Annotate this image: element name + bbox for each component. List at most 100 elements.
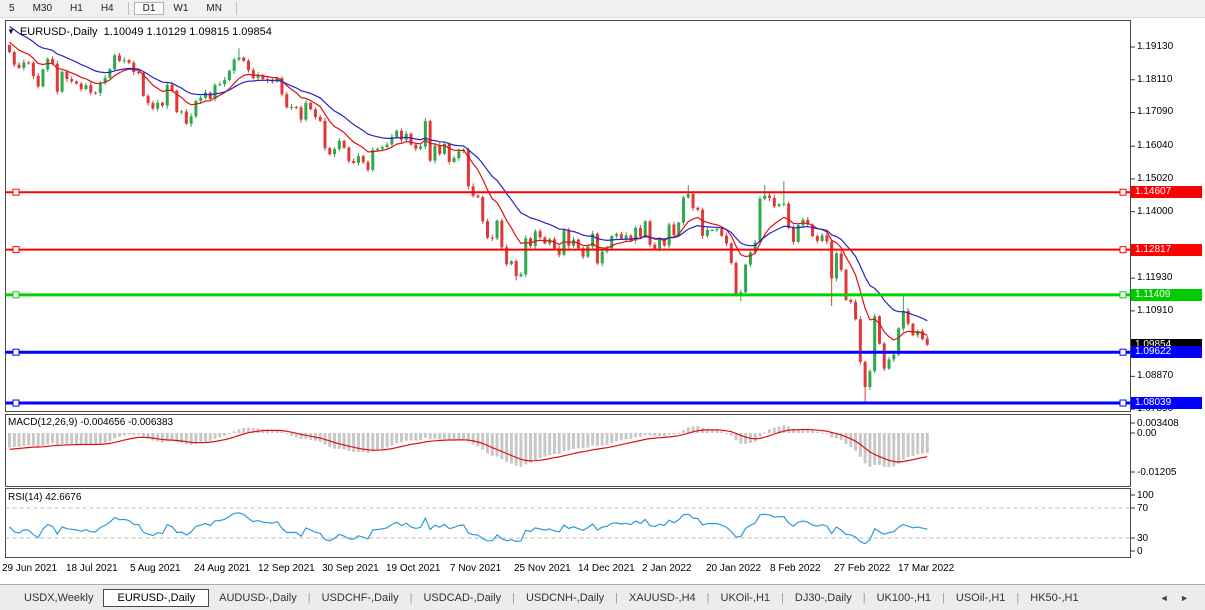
timeframe-button-h1[interactable]: H1 [70,3,83,14]
tab-scrollers: ◄ ► [1151,593,1189,603]
rsi-axis-label: 0 [1137,546,1143,557]
hline-price-label: 1.14607 [1131,186,1202,198]
ma-fast-line [9,41,928,341]
price-chart-panel[interactable] [0,18,1205,414]
hline-handle[interactable] [1119,348,1127,356]
hline-handle[interactable] [12,246,20,254]
price-axis-label: 1.17090 [1137,106,1174,117]
macd-axis-label: 0.003408 [1137,418,1179,429]
date-label: 17 Mar 2022 [898,563,955,574]
date-label: 8 Feb 2022 [770,563,821,574]
rsi-plot-frame [5,488,1131,558]
chart-tab-usoil-h1[interactable]: USOil-,H1 [955,591,1006,604]
macd-indicator-label: MACD(12,26,9) -0.004656 -0.006383 [8,417,174,428]
price-axis-label: 1.11930 [1137,272,1173,283]
chart-tab-usdx-weekly[interactable]: USDX,Weekly [24,591,94,604]
hline-price-label: 1.11409 [1131,289,1202,301]
date-label: 20 Jan 2022 [706,563,762,574]
macd-signal-line [9,428,928,463]
timeframe-button-5[interactable]: 5 [9,3,15,14]
chart-title: ▼ EURUSD-,Daily 1.10049 1.10129 1.09815 1… [7,26,272,38]
candles [8,44,929,403]
tab-separator: | [862,591,866,604]
chart-tab-usdcad-daily[interactable]: USDCAD-,Daily [423,591,502,604]
toolbar-separator [127,2,129,15]
price-axis-label: 1.08870 [1137,370,1174,381]
hline-handle[interactable] [12,188,20,196]
chart-tab-audusd-daily[interactable]: AUDUSD-,Daily [219,591,297,604]
tab-separator: | [781,591,784,604]
rsi-panel[interactable] [0,488,1205,558]
hline-handle[interactable] [12,399,20,407]
hline-handle[interactable] [12,291,20,299]
rsi-axis-label: 100 [1137,490,1154,501]
price-axis-label: 1.10910 [1137,305,1174,316]
date-label: 14 Dec 2021 [578,563,635,574]
date-label: 25 Nov 2021 [514,563,571,574]
timeframe-button-h4[interactable]: H4 [100,3,114,14]
timeframe-button-m30[interactable]: M30 [32,3,53,14]
hline-handle[interactable] [1119,188,1127,196]
timeframe-button-d1[interactable]: D1 [133,2,165,15]
quick-trade-dropdown-icon[interactable]: ▼ [7,27,15,36]
chart-tab-xauusd-h4[interactable]: XAUUSD-,H4 [629,591,696,604]
tab-separator: | [307,591,311,604]
chart-title-ohlc: 1.10049 1.10129 1.09815 1.09854 [103,26,272,38]
date-label: 29 Jun 2021 [2,563,58,574]
macd-plot-frame [5,414,1131,487]
hline-handle[interactable] [1119,246,1127,254]
chart-tab-dj30-daily[interactable]: DJ30-,Daily [794,591,852,604]
hline-handle[interactable] [1119,291,1127,299]
tab-separator: | [1016,591,1020,604]
tab-separator: | [615,591,619,604]
rsi-indicator-label: RSI(14) 42.6676 [8,492,82,503]
hline-price-label: 1.08039 [1131,397,1202,409]
chart-title-symbol: EURUSD-,Daily [19,26,98,38]
chart-tab-ukoil-h1[interactable]: UKOil-,H1 [720,591,771,604]
tabs-holder: USDX,Weekly EURUSD-,Daily AUDUSD-,Daily | US… [14,588,1089,607]
time-axis[interactable]: 29 Jun 2021 18 Jul 2021 5 Aug 2021 24 Aug 2… [0,558,1205,584]
date-label: 24 Aug 2021 [194,563,251,574]
rsi-axis-label: 30 [1137,533,1149,544]
tab-separator: | [706,591,710,604]
rsi-line [9,512,928,545]
chart-tab-usdcnh-daily[interactable]: USDCNH-,Daily [525,591,605,604]
rsi-axis-label: 70 [1137,503,1149,514]
tab-separator: | [409,591,413,604]
chart-tab-eurusd-daily[interactable]: EURUSD-,Daily [103,588,210,607]
chart-tab-hk50-h1[interactable]: HK50-,H1 [1030,591,1079,604]
price-axis-label: 1.18110 [1137,74,1173,85]
date-label: 2 Jan 2022 [642,563,692,574]
hline-handle[interactable] [12,348,20,356]
price-axis-label: 1.15020 [1137,173,1174,184]
macd-axis-label: 0.00 [1137,428,1157,439]
macd-panel[interactable] [0,414,1205,488]
price-axis-label: 1.16040 [1137,140,1174,151]
timeframe-button-mn[interactable]: MN [206,3,222,14]
date-label: 5 Aug 2021 [130,563,181,574]
chart-tab-usdchf-daily[interactable]: USDCHF-,Daily [321,591,399,604]
date-label: 12 Sep 2021 [258,563,315,574]
hline-price-label: 1.12817 [1131,244,1202,256]
hline-price-label: 1.09622 [1131,346,1202,358]
main-plot-frame [5,20,1131,412]
horizontal-line-objects[interactable] [5,188,1131,407]
price-axis-label: 1.19130 [1137,41,1174,52]
timeframe-toolbar: 5 M30 H1 H4 D1 W1 MN [0,0,1205,18]
tab-separator: | [942,591,945,604]
date-label: 27 Feb 2022 [834,563,891,574]
date-label: 7 Nov 2021 [450,563,502,574]
date-label: 19 Oct 2021 [386,563,441,574]
price-axis-label: 1.14000 [1137,206,1174,217]
timeframe-button-w1[interactable]: W1 [173,3,189,14]
ma-slow-line [9,26,928,322]
tab-scroll-left-icon[interactable]: ◄ [1159,592,1169,603]
date-label: 18 Jul 2021 [66,563,118,574]
macd-axis-label: -0.01205 [1137,467,1177,478]
tab-scroll-right-icon[interactable]: ► [1180,592,1189,603]
toolbar-separator [235,2,237,15]
chart-tab-bar: USDX,Weekly EURUSD-,Daily AUDUSD-,Daily | US… [0,584,1205,610]
date-label: 30 Sep 2021 [322,563,379,574]
hline-handle[interactable] [1119,399,1127,407]
chart-tab-uk100-h1[interactable]: UK100-,H1 [876,591,932,604]
